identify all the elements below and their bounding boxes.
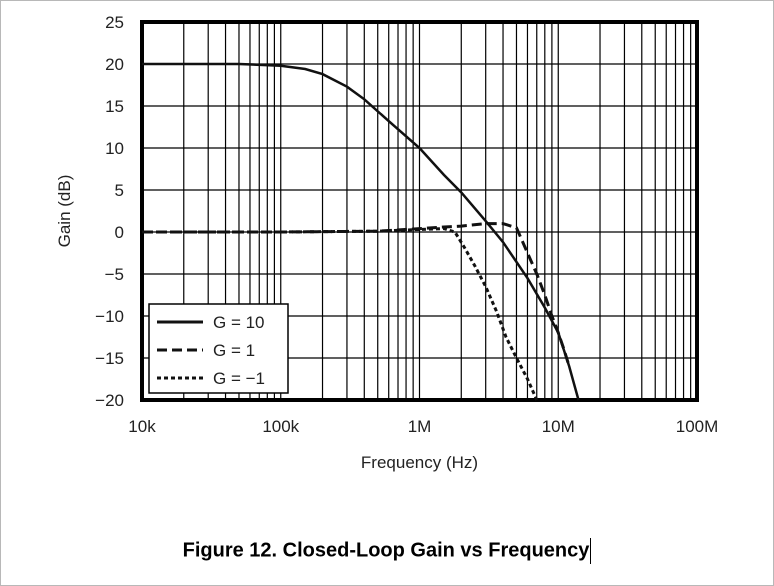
y-tick-label: 20 (105, 55, 124, 74)
y-tick-label: −20 (95, 391, 124, 410)
legend-label: G = −1 (213, 369, 265, 388)
figure-caption: Figure 12. Closed-Loop Gain vs Frequency (0, 538, 774, 564)
x-tick-label: 100M (676, 417, 719, 436)
x-axis-label: Frequency (Hz) (361, 453, 478, 472)
y-axis-label: Gain (dB) (55, 175, 74, 248)
y-tick-label: −10 (95, 307, 124, 326)
caption-text: Figure 12. Closed-Loop Gain vs Frequency (182, 539, 590, 562)
x-tick-label: 10M (542, 417, 575, 436)
y-tick-label: 10 (105, 139, 124, 158)
series-line-3 (142, 227, 539, 401)
x-tick-label: 1M (408, 417, 432, 436)
legend: G = 10 G = 1 G = −1 (148, 303, 289, 394)
y-tick-label: 5 (115, 181, 124, 200)
series-line-2 (142, 222, 571, 367)
y-tick-label: 25 (105, 13, 124, 32)
series-line-1 (142, 62, 580, 401)
legend-label: G = 10 (213, 313, 265, 332)
plot-frame (140, 20, 699, 402)
x-tick-label: 100k (262, 417, 299, 436)
x-tick-label: 10k (128, 417, 156, 436)
y-tick-label: 0 (115, 223, 124, 242)
y-tick-label: 15 (105, 97, 124, 116)
y-tick-label: −15 (95, 349, 124, 368)
text-cursor (590, 538, 592, 564)
legend-label: G = 1 (213, 341, 255, 360)
y-tick-label: −5 (105, 265, 124, 284)
